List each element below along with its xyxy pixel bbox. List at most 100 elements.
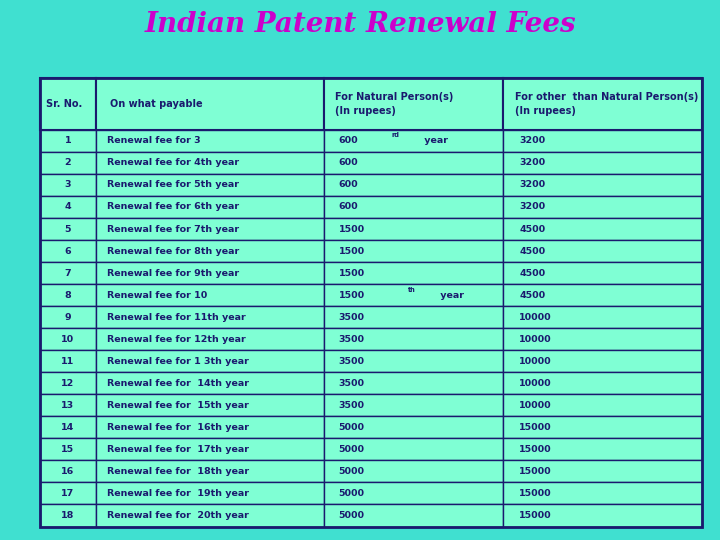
Bar	[96, 262, 325, 284]
Text: 1500: 1500	[338, 268, 365, 278]
Bar	[325, 196, 503, 218]
Bar	[325, 394, 503, 416]
Text: rd: rd	[391, 132, 399, 138]
Bar	[325, 262, 503, 284]
Bar	[503, 284, 702, 306]
Text: Renewal fee for  19th year: Renewal fee for 19th year	[107, 489, 249, 498]
Text: 14: 14	[61, 423, 74, 432]
Bar	[325, 328, 503, 350]
Text: 4: 4	[64, 202, 71, 212]
Bar	[40, 438, 96, 461]
Bar	[96, 130, 325, 152]
Text: 3500: 3500	[338, 335, 365, 343]
Text: Renewal fee for 1 3th year: Renewal fee for 1 3th year	[107, 357, 249, 366]
Text: 5: 5	[65, 225, 71, 233]
Bar	[96, 174, 325, 196]
Bar	[325, 240, 503, 262]
Bar	[503, 78, 702, 130]
Text: Renewal fee for 8th year: Renewal fee for 8th year	[107, 247, 240, 255]
Text: Renewal fee for  17th year: Renewal fee for 17th year	[107, 445, 249, 454]
Bar	[325, 152, 503, 174]
Bar	[40, 130, 96, 152]
Text: 3: 3	[65, 180, 71, 190]
Text: For other  than Natural Person(s)
(In rupees): For other than Natural Person(s) (In rup…	[516, 92, 698, 116]
Bar	[325, 78, 503, 130]
Bar	[503, 482, 702, 504]
Bar	[40, 218, 96, 240]
Bar	[40, 461, 96, 482]
Text: 5000: 5000	[338, 511, 365, 520]
Bar	[503, 350, 702, 372]
Text: 3500: 3500	[338, 357, 365, 366]
Bar	[96, 240, 325, 262]
Bar	[96, 350, 325, 372]
Text: 15000: 15000	[519, 511, 552, 520]
Text: Renewal fee for 3: Renewal fee for 3	[107, 137, 201, 145]
Text: 3500: 3500	[338, 379, 365, 388]
Text: 15: 15	[61, 445, 74, 454]
Bar	[40, 262, 96, 284]
Text: 10000: 10000	[519, 313, 552, 322]
Bar	[96, 218, 325, 240]
Bar	[325, 461, 503, 482]
Bar	[40, 152, 96, 174]
Text: 1: 1	[64, 137, 71, 145]
Text: 10000: 10000	[519, 401, 552, 410]
Text: 8: 8	[64, 291, 71, 300]
Text: 1500: 1500	[338, 247, 365, 255]
Text: year: year	[438, 291, 464, 300]
Bar	[96, 461, 325, 482]
Text: 18: 18	[61, 511, 74, 520]
Bar	[96, 152, 325, 174]
Bar	[96, 504, 325, 526]
Bar	[96, 78, 325, 130]
Text: 15000: 15000	[519, 445, 552, 454]
Bar	[503, 306, 702, 328]
Bar	[503, 240, 702, 262]
Bar	[503, 196, 702, 218]
Bar	[325, 416, 503, 438]
Bar	[503, 504, 702, 526]
Text: Renewal fee for  15th year: Renewal fee for 15th year	[107, 401, 249, 410]
Text: Indian Patent Renewal Fees: Indian Patent Renewal Fees	[144, 11, 576, 38]
Bar	[96, 482, 325, 504]
Text: Renewal fee for 5th year: Renewal fee for 5th year	[107, 180, 239, 190]
Text: 10000: 10000	[519, 335, 552, 343]
Bar	[40, 174, 96, 196]
Bar	[325, 350, 503, 372]
Text: 12: 12	[61, 379, 74, 388]
Bar	[40, 372, 96, 394]
Text: 11: 11	[61, 357, 74, 366]
Text: Renewal fee for 12th year: Renewal fee for 12th year	[107, 335, 246, 343]
Bar	[503, 130, 702, 152]
Bar	[96, 394, 325, 416]
Bar	[503, 328, 702, 350]
Text: 600: 600	[338, 158, 359, 167]
Text: 15000: 15000	[519, 423, 552, 432]
Text: Renewal fee for 10: Renewal fee for 10	[107, 291, 207, 300]
Text: Renewal fee for 6th year: Renewal fee for 6th year	[107, 202, 240, 212]
Text: 10: 10	[61, 335, 74, 343]
Text: 9: 9	[64, 313, 71, 322]
Text: 10000: 10000	[519, 379, 552, 388]
Bar	[40, 350, 96, 372]
Bar	[503, 416, 702, 438]
Text: 4500: 4500	[519, 247, 545, 255]
Bar	[40, 284, 96, 306]
Text: Renewal fee for 7th year: Renewal fee for 7th year	[107, 225, 240, 233]
Text: Renewal fee for 11th year: Renewal fee for 11th year	[107, 313, 246, 322]
Bar	[96, 328, 325, 350]
Bar	[40, 504, 96, 526]
Bar	[503, 152, 702, 174]
Text: Sr. No.: Sr. No.	[46, 99, 83, 109]
Bar	[503, 461, 702, 482]
Bar	[503, 438, 702, 461]
Text: 4500: 4500	[519, 268, 545, 278]
Text: 13: 13	[61, 401, 74, 410]
Text: On what payable: On what payable	[109, 99, 202, 109]
Bar	[503, 394, 702, 416]
Text: Renewal fee for 9th year: Renewal fee for 9th year	[107, 268, 240, 278]
Text: 3500: 3500	[338, 313, 365, 322]
Text: 3200: 3200	[519, 137, 545, 145]
Text: Renewal fee for  14th year: Renewal fee for 14th year	[107, 379, 249, 388]
